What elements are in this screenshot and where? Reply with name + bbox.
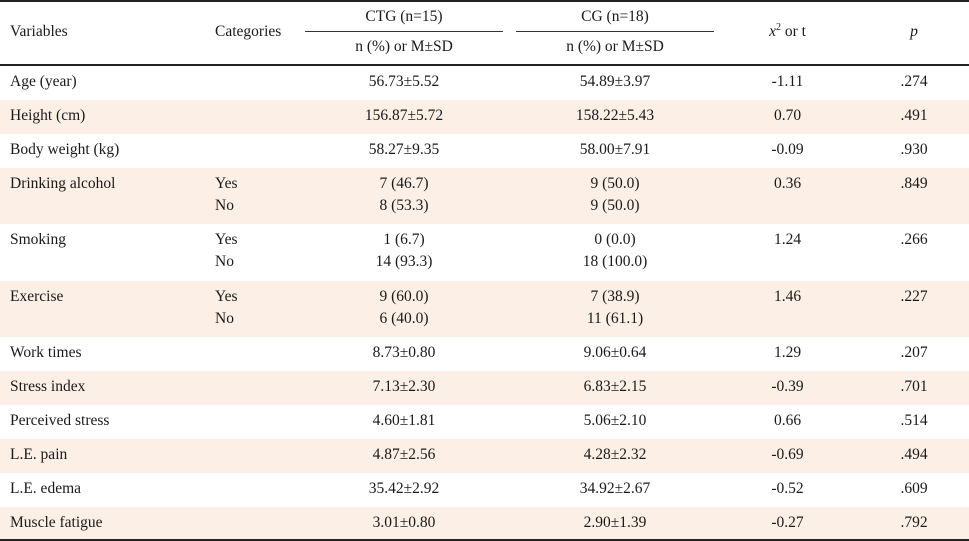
variable-cell: L.E. edema: [10, 480, 82, 497]
statistic-cell: 0.36: [773, 174, 802, 192]
ctg-value-cell: 1 (6.7): [383, 231, 425, 248]
cg-value-cell: 34.92±2.67: [579, 480, 651, 497]
table-row: L.E. pain 4.87±2.56 4.28±2.32 -0.69 .494: [0, 439, 969, 473]
ctg-value-cell: 156.87±5.72: [364, 106, 444, 124]
header-variables: Variables: [10, 23, 68, 40]
table-row: Height (cm) 156.87±5.72 158.22±5.43 0.70 .49…: [0, 99, 969, 134]
ctg-value-cell: 56.73±5.52: [368, 72, 440, 90]
ctg-value-cell: 4.87±2.56: [372, 446, 436, 463]
p-value-cell: .792: [900, 514, 928, 531]
statistic-cell: 0.66: [773, 412, 802, 429]
ctg-value-cell: 4.60±1.81: [372, 412, 436, 429]
ctg-value-cell: 8.73±0.80: [372, 344, 436, 361]
table-row: Smoking Yes No 1 (6.7) 14 (93.3) 0 (0.0) 18 (1…: [0, 224, 969, 281]
ctg-value-cell: 3.01±0.80: [372, 514, 436, 531]
category-cell: No: [215, 309, 234, 327]
variable-cell: Age (year): [10, 72, 77, 90]
header-categories: Categories: [215, 23, 282, 40]
statistic-cell: -0.69: [771, 446, 804, 463]
statistic-cell: -0.27: [771, 514, 804, 531]
cg-value-cell: 7 (38.9): [590, 287, 640, 305]
table-bottom-rule: [0, 539, 969, 541]
variable-cell: Height (cm): [10, 106, 86, 124]
ctg-value-cell: 6 (40.0): [379, 309, 429, 327]
cg-value-cell: 9 (50.0): [590, 174, 640, 192]
header-test-statistic: x2 or t: [769, 21, 806, 40]
table-row: Body weight (kg) 58.27±9.35 58.00±7.91 -0.0…: [0, 134, 969, 168]
p-value-cell: .609: [900, 480, 928, 497]
variable-cell: Work times: [10, 344, 82, 361]
statistic-cell: -0.09: [771, 140, 804, 158]
ctg-value-cell: 7 (46.7): [379, 174, 429, 192]
p-value-cell: .494: [900, 446, 928, 463]
cg-value-cell: 4.28±2.32: [583, 446, 647, 463]
p-value-cell: .274: [900, 72, 928, 90]
cg-value-cell: 5.06±2.10: [583, 412, 647, 429]
statistic-cell: 1.46: [773, 287, 802, 305]
p-value-cell: .701: [900, 378, 928, 395]
statistic-cell: 0.70: [773, 106, 802, 124]
header-cg-group: CG (n=18): [581, 8, 649, 25]
p-value-cell: .266: [900, 231, 928, 248]
category-cell: No: [215, 196, 234, 214]
table-row: Perceived stress 4.60±1.81 5.06±2.10 0.66 .5…: [0, 405, 969, 439]
p-value-cell: .930: [900, 140, 928, 158]
variable-cell: Smoking: [10, 231, 66, 248]
cg-value-cell: 2.90±1.39: [583, 514, 647, 531]
variable-cell: Stress index: [10, 378, 86, 395]
statistic-cell: -1.11: [771, 72, 804, 90]
cg-value-cell: 11 (61.1): [586, 309, 644, 327]
ctg-value-cell: 14 (93.3): [375, 253, 433, 270]
ctg-value-cell: 58.27±9.35: [368, 140, 440, 158]
ctg-value-cell: 7.13±2.30: [372, 378, 436, 395]
variable-cell: Exercise: [10, 287, 64, 305]
cg-value-cell: 54.89±3.97: [579, 72, 651, 90]
category-cell: No: [215, 253, 234, 270]
variable-cell: L.E. pain: [10, 446, 68, 463]
variable-cell: Perceived stress: [10, 412, 110, 429]
table-row: Exercise Yes No 9 (60.0) 6 (40.0) 7 (38.9) 11 …: [0, 280, 969, 337]
cg-value-cell: 9 (50.0): [590, 196, 640, 214]
ctg-value-cell: 8 (53.3): [379, 196, 429, 214]
cg-group-underline: [516, 31, 714, 32]
statistic-cell: 1.29: [773, 344, 802, 361]
p-value-cell: .491: [900, 106, 928, 124]
variable-cell: Body weight (kg): [10, 140, 120, 158]
table-top-rule: [0, 0, 969, 2]
table-row: L.E. edema 35.42±2.92 34.92±2.67 -0.52 .609: [0, 473, 969, 507]
category-cell: Yes: [215, 174, 238, 192]
header-p-value: p: [910, 23, 918, 40]
cg-value-cell: 58.00±7.91: [579, 140, 651, 158]
table-row: Drinking alcohol Yes No 7 (46.7) 8 (53.3) 9 (…: [0, 167, 969, 224]
header-bottom-rule: [0, 64, 969, 66]
variable-cell: Muscle fatigue: [10, 514, 103, 531]
header-ctg-sub: n (%) or M±SD: [355, 38, 453, 55]
variable-cell: Drinking alcohol: [10, 174, 116, 192]
cg-value-cell: 18 (100.0): [582, 253, 648, 270]
category-cell: Yes: [215, 231, 238, 248]
ctg-group-underline: [305, 31, 503, 32]
cg-value-cell: 0 (0.0): [594, 231, 636, 248]
p-value-cell: .207: [900, 344, 928, 361]
header-cg-sub: n (%) or M±SD: [566, 38, 664, 55]
cg-value-cell: 6.83±2.15: [583, 378, 647, 395]
statistic-cell: -0.39: [771, 378, 804, 395]
table-row: Work times 8.73±0.80 9.06±0.64 1.29 .207: [0, 337, 969, 371]
cg-value-cell: 9.06±0.64: [583, 344, 647, 361]
header-ctg-group: CTG (n=15): [365, 8, 443, 25]
statistic-cell: 1.24: [773, 231, 802, 248]
statistic-cell: -0.52: [771, 480, 804, 497]
p-value-cell: .514: [900, 412, 928, 429]
table-row: Age (year) 56.73±5.52 54.89±3.97 -1.11 .274: [0, 66, 969, 100]
table-row: Muscle fatigue 3.01±0.80 2.90±1.39 -0.27 .79…: [0, 507, 969, 541]
category-cell: Yes: [215, 287, 238, 305]
ctg-value-cell: 9 (60.0): [379, 287, 429, 305]
table-row: Stress index 7.13±2.30 6.83±2.15 -0.39 .701: [0, 371, 969, 405]
p-value-cell: .227: [900, 287, 928, 305]
p-value-cell: .849: [900, 174, 928, 192]
table-header: Variables Categories CTG (n=15) n (%) or…: [0, 1, 969, 65]
cg-value-cell: 158.22±5.43: [575, 106, 655, 124]
ctg-value-cell: 35.42±2.92: [368, 480, 440, 497]
